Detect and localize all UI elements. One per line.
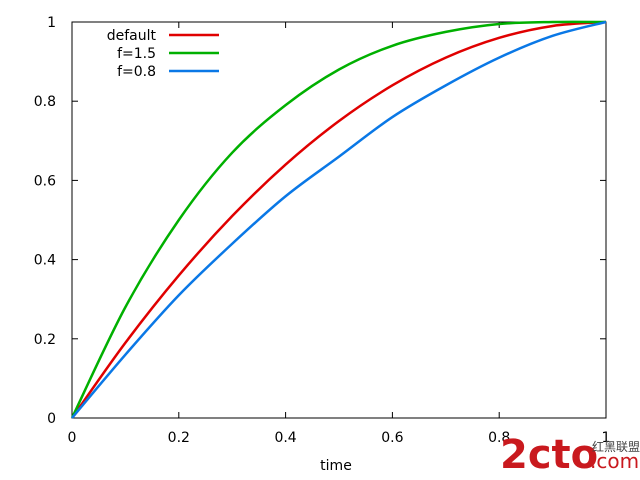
legend-label-f-0-8: f=0.8: [117, 64, 156, 80]
x-tick-label: 0.8: [488, 430, 510, 446]
series-line-f-0-8: [71, 20, 607, 419]
watermark-sub-text: 红黑联盟: [592, 439, 640, 454]
y-tick-label: 0.4: [34, 253, 56, 269]
watermark-dotcom-text: .com: [590, 449, 639, 473]
y-tick-label: 0.8: [34, 94, 56, 110]
legend-label-f-1-5: f=1.5: [117, 46, 156, 62]
ticks: 0 0.2 0.4 0.6 0.8 1 0 0.2 0.4 0.6 0.8 1: [34, 15, 611, 446]
y-tick-label: 0.2: [34, 332, 56, 348]
series-lines: [70, 20, 607, 419]
x-tick-label: 0.4: [274, 430, 296, 446]
y-tick-label: 0.6: [34, 173, 56, 189]
watermark-logo: 2cto .com 红黑联盟: [500, 432, 640, 478]
legend-label-default: default: [107, 28, 157, 44]
watermark-main-text: 2cto: [500, 432, 598, 478]
series-line-f-1-5: [70, 20, 607, 419]
x-tick-label: 0: [68, 430, 77, 446]
x-tick-label: 0.2: [168, 430, 190, 446]
legend: default f=1.5 f=0.8: [107, 28, 219, 80]
x-axis-label: time: [320, 458, 352, 474]
y-tick-label: 0: [47, 411, 56, 427]
x-tick-label: 1: [602, 430, 611, 446]
axes: [71, 21, 607, 419]
x-tick-label: 0.6: [381, 430, 403, 446]
y-tick-label: 1: [47, 15, 56, 31]
plot-frame: [71, 21, 607, 419]
series-line-default: [70, 20, 607, 419]
